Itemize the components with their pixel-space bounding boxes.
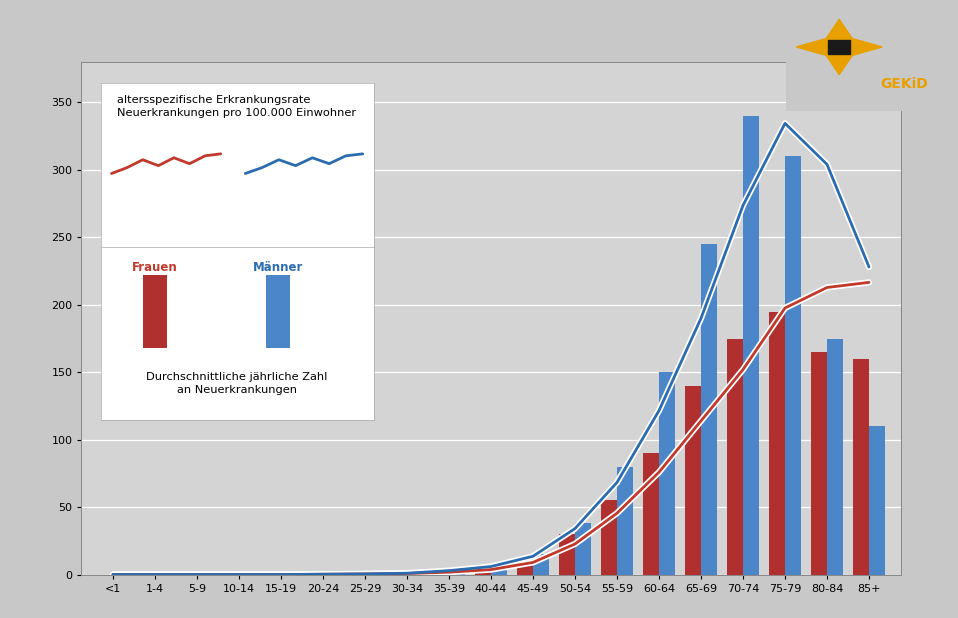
Bar xyxy=(743,116,759,575)
Bar xyxy=(533,554,549,575)
Bar xyxy=(575,523,591,575)
Bar xyxy=(490,565,507,575)
Bar xyxy=(727,339,743,575)
Bar xyxy=(143,275,168,347)
Bar xyxy=(617,467,633,575)
Bar xyxy=(827,339,843,575)
Bar xyxy=(811,352,827,575)
Bar xyxy=(659,372,675,575)
Bar xyxy=(769,311,785,575)
Bar xyxy=(601,501,617,575)
Bar xyxy=(407,574,422,575)
Text: Durchschnittliche jährliche Zahl
an Neuerkrankungen: Durchschnittliche jährliche Zahl an Neue… xyxy=(147,372,328,395)
Polygon shape xyxy=(824,19,855,47)
Bar xyxy=(475,568,490,575)
Polygon shape xyxy=(796,37,839,57)
Bar xyxy=(685,386,701,575)
Bar xyxy=(391,574,407,575)
Bar xyxy=(785,156,801,575)
Bar xyxy=(559,534,575,575)
Bar xyxy=(853,359,869,575)
Polygon shape xyxy=(839,37,882,57)
Bar xyxy=(701,244,717,575)
Text: Frauen: Frauen xyxy=(132,261,178,274)
Bar xyxy=(517,559,533,575)
Text: Männer: Männer xyxy=(253,261,304,274)
Bar xyxy=(869,426,885,575)
Bar xyxy=(643,453,659,575)
Text: altersspezifische Erkrankungsrate
Neuerkrankungen pro 100.000 Einwohner: altersspezifische Erkrankungsrate Neuerk… xyxy=(117,95,356,118)
Bar xyxy=(449,570,465,575)
Polygon shape xyxy=(824,47,855,75)
Text: GEKiD: GEKiD xyxy=(880,77,928,91)
Bar xyxy=(433,572,449,575)
Bar xyxy=(829,40,850,54)
Bar xyxy=(265,275,290,347)
